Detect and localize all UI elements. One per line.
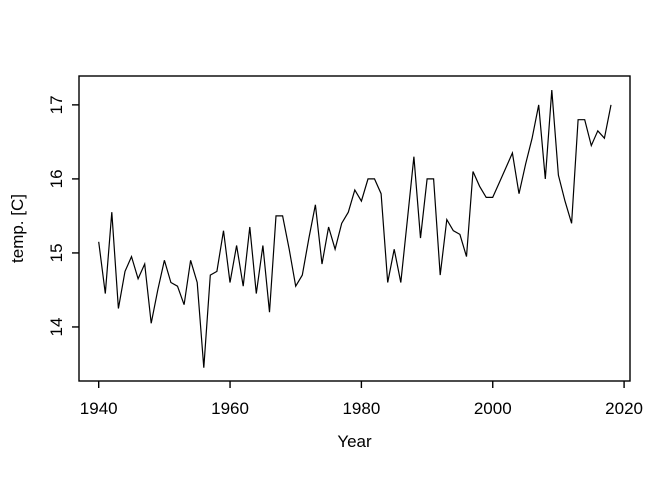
- x-axis-tick-label: 1980: [342, 399, 380, 418]
- y-axis-title: temp. [C]: [8, 194, 27, 263]
- x-axis-tick-label: 1940: [80, 399, 118, 418]
- y-axis-tick-label: 14: [47, 318, 66, 337]
- plot-box-border: [78, 75, 631, 382]
- y-axis-tick-label: 17: [47, 95, 66, 114]
- y-axis-tick-label: 15: [47, 243, 66, 262]
- x-axis-tick-label: 2020: [605, 399, 643, 418]
- y-axis-tick-label: 16: [47, 169, 66, 188]
- x-axis-tick-label: 2000: [474, 399, 512, 418]
- temperature-series-line: [98, 90, 612, 368]
- x-axis-title: Year: [337, 432, 372, 451]
- x-axis-tick-label: 1960: [211, 399, 249, 418]
